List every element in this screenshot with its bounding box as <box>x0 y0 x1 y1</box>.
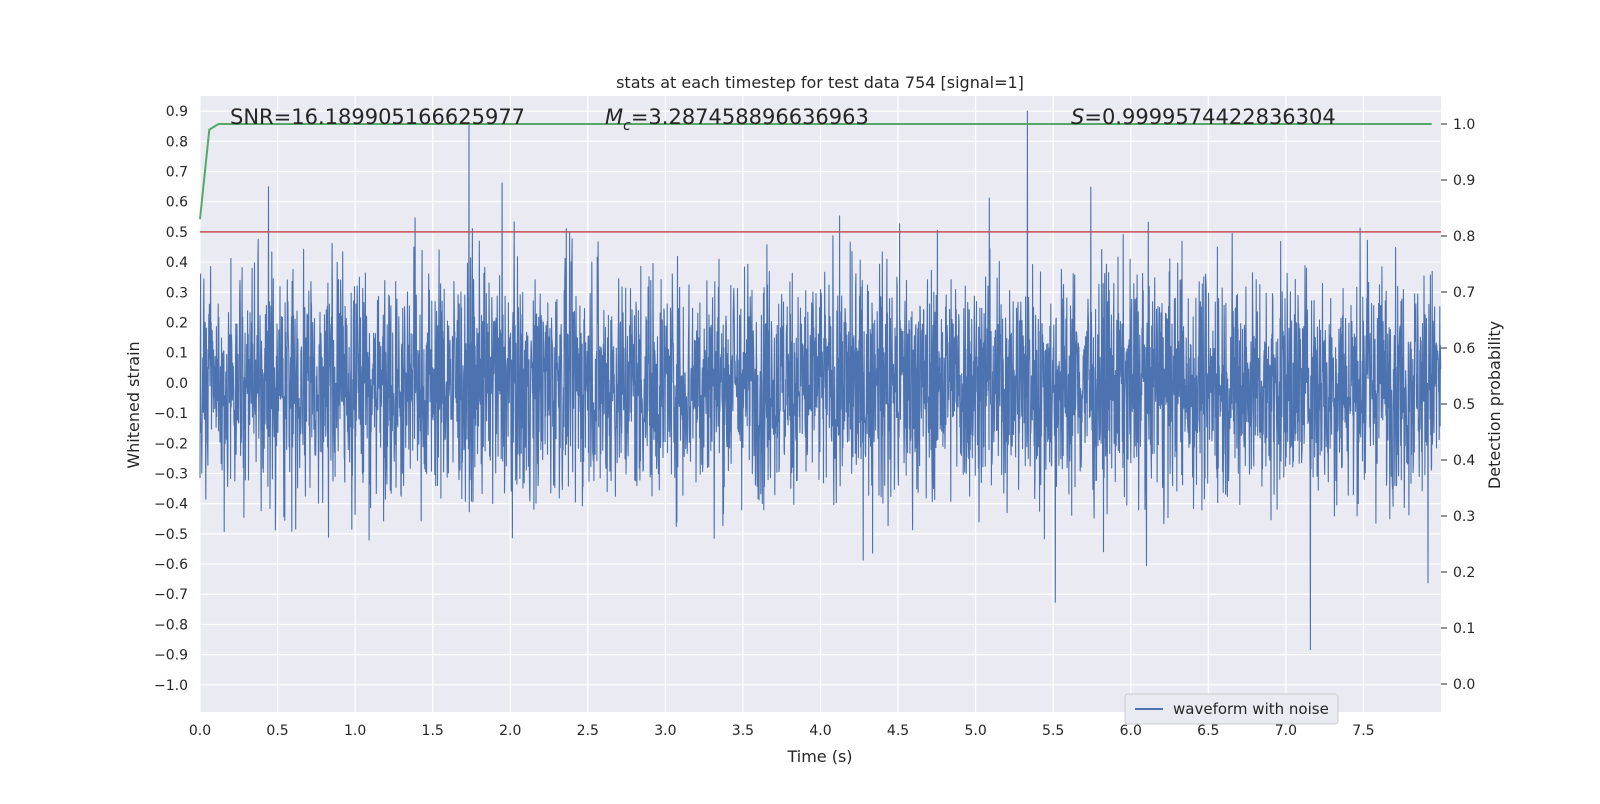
y-left-tick-label: −0.1 <box>154 406 188 422</box>
x-tick-label: 5.5 <box>1042 723 1064 739</box>
x-tick-label: 7.5 <box>1352 723 1374 739</box>
y-left-tick-label: 0.1 <box>166 346 188 362</box>
y-right-tick-label: 0.0 <box>1453 677 1475 693</box>
y-left-tick-label: 0.3 <box>166 285 188 301</box>
y-right-tick-label: 0.4 <box>1453 453 1475 469</box>
mc-value: =3.287458896636963 <box>631 105 869 129</box>
y-right-axis-ticks: 1.0 0.9 0.8 0.7 0.6 0.5 0.4 0.3 0.2 0.1 0.0 <box>1441 117 1475 693</box>
y-left-tick-label: −0.4 <box>154 497 188 513</box>
y-left-tick-label: 0.9 <box>166 104 188 120</box>
y-right-tick-label: 0.3 <box>1453 509 1475 525</box>
x-tick-label: 5.0 <box>964 723 986 739</box>
chart-title: stats at each timestep for test data 754… <box>616 73 1024 92</box>
y-left-tick-label: −0.8 <box>154 617 188 633</box>
y-left-axis-label: Whitened strain <box>124 341 143 468</box>
y-right-tick-label: 0.8 <box>1453 229 1475 245</box>
y-left-tick-label: 0.5 <box>166 225 188 241</box>
probability-series <box>199 123 1432 220</box>
y-right-tick-label: 0.7 <box>1453 285 1475 301</box>
y-right-tick-label: 0.6 <box>1453 341 1475 357</box>
y-left-tick-label: −1.0 <box>154 678 188 694</box>
y-left-tick-label: 0.0 <box>166 376 188 392</box>
x-axis-label: Time (s) <box>786 747 852 766</box>
y-right-axis-label: Detection probability <box>1485 321 1504 489</box>
y-left-tick-label: −0.3 <box>154 466 188 482</box>
y-left-tick-label: −0.2 <box>154 436 188 452</box>
y-right-tick-label: 0.2 <box>1453 565 1475 581</box>
strain-series <box>199 110 1442 651</box>
y-left-tick-label: −0.6 <box>154 557 188 573</box>
y-right-tick-label: 1.0 <box>1453 117 1475 133</box>
x-tick-label: 0.5 <box>266 723 288 739</box>
y-right-tick-label: 0.9 <box>1453 173 1475 189</box>
y-left-tick-label: 0.4 <box>166 255 188 271</box>
x-axis-ticks: 0.0 0.5 1.0 1.5 2.0 2.5 3.0 3.5 4.0 4.5 5.0 5.5 6.0 6… <box>189 723 1375 739</box>
y-left-axis-ticks: 0.9 0.8 0.7 0.6 0.5 0.4 0.3 0.2 0.1 0.0 −0.1 −0.2 −0… <box>154 104 188 694</box>
x-tick-label: 4.5 <box>887 723 909 739</box>
legend-box <box>1124 693 1339 725</box>
y-left-tick-label: 0.8 <box>166 134 188 150</box>
x-tick-label: 2.5 <box>577 723 599 739</box>
chirp-mass-annotation: Mc=3.287458896636963 <box>605 105 869 134</box>
y-right-tick-label: 0.1 <box>1453 621 1475 637</box>
legend: waveform with noise <box>1124 693 1339 725</box>
s-annotation: S=0.9999574422836304 <box>1071 105 1336 129</box>
x-tick-label: 6.0 <box>1120 723 1142 739</box>
y-left-tick-label: 0.6 <box>166 195 188 211</box>
x-tick-label: 6.5 <box>1197 723 1219 739</box>
legend-label: waveform with noise <box>1173 700 1329 718</box>
probability-line <box>199 123 1432 220</box>
x-tick-label: 1.5 <box>422 723 444 739</box>
y-left-tick-label: 0.7 <box>166 164 188 180</box>
snr-annotation: SNR=16.189905166625977 <box>230 105 525 129</box>
x-tick-label: 4.0 <box>809 723 831 739</box>
mc-symbol: M <box>605 105 623 129</box>
s-symbol: S <box>1071 105 1084 129</box>
mc-subscript: c <box>623 118 631 134</box>
y-right-tick-label: 0.5 <box>1453 397 1475 413</box>
y-left-tick-label: −0.9 <box>154 648 188 664</box>
x-tick-label: 3.5 <box>732 723 754 739</box>
x-tick-label: 2.0 <box>499 723 521 739</box>
x-tick-label: 1.0 <box>344 723 366 739</box>
y-left-tick-label: −0.7 <box>154 587 188 603</box>
y-left-tick-label: −0.5 <box>154 527 188 543</box>
y-left-tick-label: 0.2 <box>166 315 188 331</box>
x-tick-label: 0.0 <box>189 723 211 739</box>
x-tick-label: 3.0 <box>654 723 676 739</box>
strain-line <box>199 110 1442 651</box>
s-value: =0.9999574422836304 <box>1084 105 1335 129</box>
x-tick-label: 7.0 <box>1275 723 1297 739</box>
